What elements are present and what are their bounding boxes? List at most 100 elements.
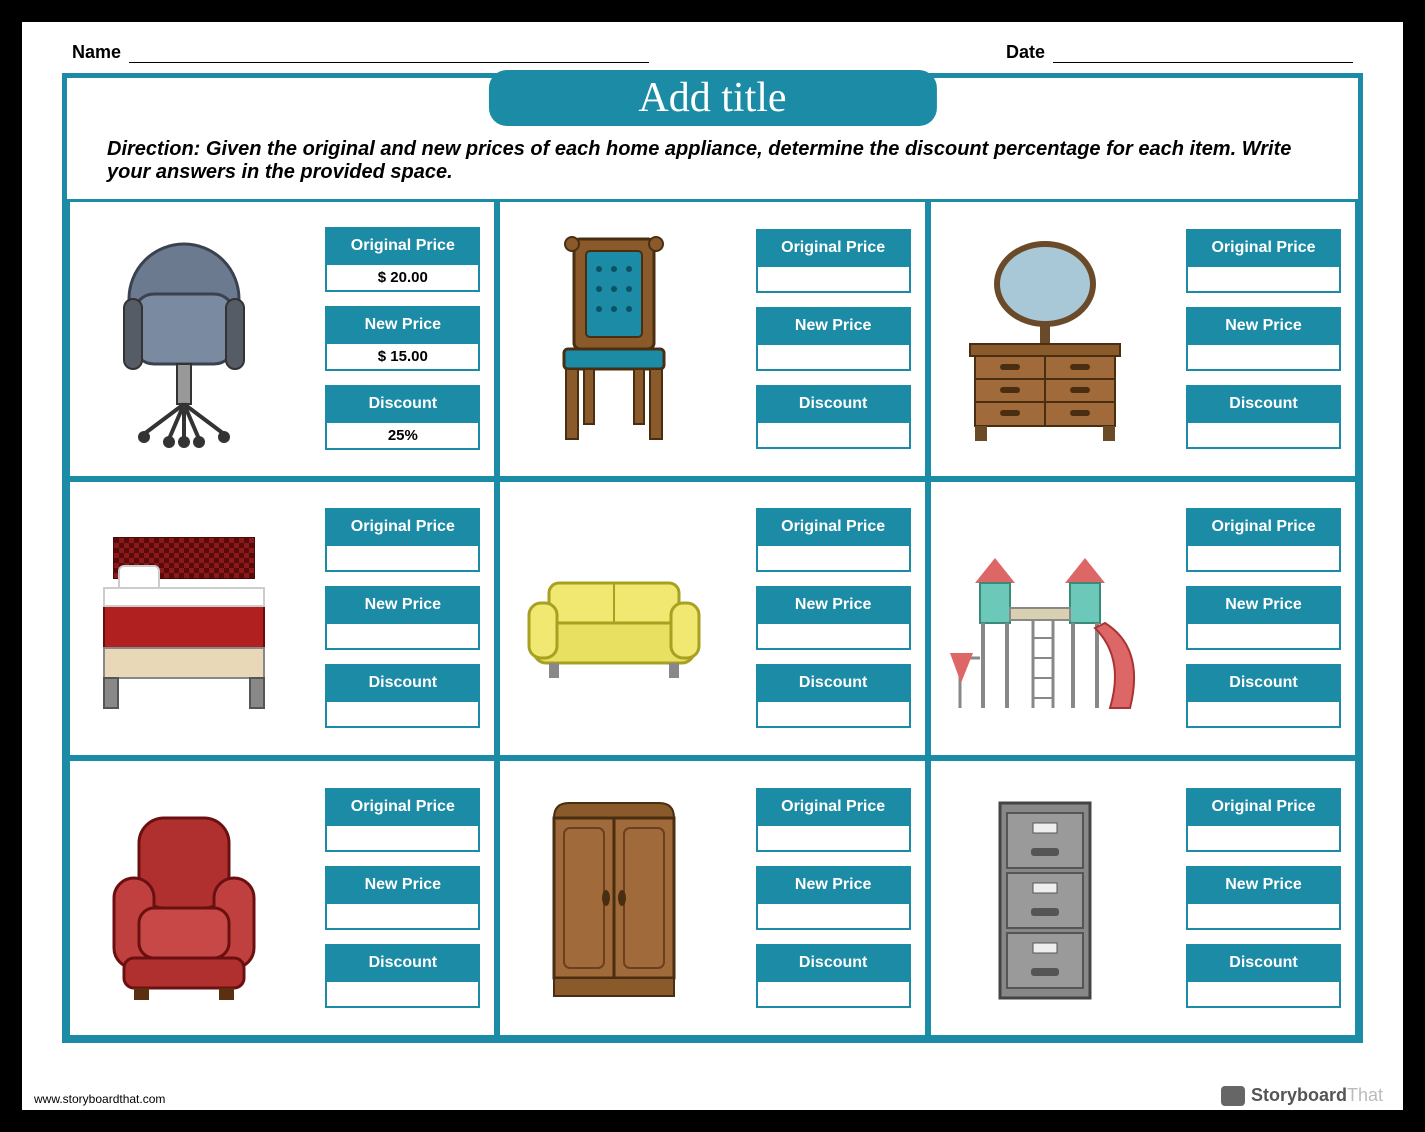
bed-icon: [84, 508, 284, 728]
original-price-label: Original Price: [756, 508, 911, 546]
original-price-value[interactable]: $ 20.00: [325, 265, 480, 292]
new-price-label: New Price: [1186, 586, 1341, 624]
wardrobe-icon: [514, 788, 714, 1008]
sofa-icon: [514, 508, 714, 728]
original-price-label: Original Price: [325, 227, 480, 265]
file-cabinet-icon: [945, 788, 1145, 1008]
item-grid: Original Price $ 20.00 New Price $ 15.00…: [67, 199, 1358, 1038]
item-cell: Original Price New Price Discount: [67, 479, 497, 759]
original-price-value[interactable]: [325, 826, 480, 852]
discount-block: Discount 25%: [325, 385, 480, 450]
price-column: Original Price New Price Discount: [1186, 508, 1341, 728]
discount-value[interactable]: [325, 702, 480, 728]
new-price-value[interactable]: [325, 904, 480, 930]
date-input-line[interactable]: [1053, 43, 1353, 63]
original-price-value[interactable]: [1186, 826, 1341, 852]
new-price-label: New Price: [325, 306, 480, 344]
new-price-value[interactable]: [1186, 345, 1341, 371]
new-price-value[interactable]: [1186, 904, 1341, 930]
new-price-label: New Price: [325, 866, 480, 904]
new-price-block: New Price $ 15.00: [325, 306, 480, 371]
new-price-value[interactable]: $ 15.00: [325, 344, 480, 371]
discount-value[interactable]: 25%: [325, 423, 480, 450]
new-price-label: New Price: [1186, 866, 1341, 904]
date-label: Date: [1006, 42, 1045, 63]
original-price-block: Original Price $ 20.00: [325, 227, 480, 292]
storyboard-logo: StoryboardThat: [1221, 1085, 1383, 1106]
discount-label: Discount: [1186, 944, 1341, 982]
new-price-label: New Price: [756, 586, 911, 624]
price-column: Original Price New Price Discount: [325, 508, 480, 728]
original-price-label: Original Price: [756, 788, 911, 826]
new-price-value[interactable]: [1186, 624, 1341, 650]
new-price-value[interactable]: [756, 345, 911, 371]
discount-label: Discount: [1186, 385, 1341, 423]
office-chair-icon: [84, 229, 284, 449]
original-price-value[interactable]: [1186, 546, 1341, 572]
new-price-label: New Price: [756, 866, 911, 904]
item-cell: Original Price New Price Discount: [67, 758, 497, 1038]
original-price-value[interactable]: [756, 267, 911, 293]
discount-value[interactable]: [1186, 702, 1341, 728]
name-input-line[interactable]: [129, 43, 649, 63]
item-cell: Original Price New Price Discount: [928, 758, 1358, 1038]
main-box: Add title Direction: Given the original …: [62, 73, 1363, 1043]
original-price-label: Original Price: [756, 229, 911, 267]
discount-label: Discount: [325, 385, 480, 423]
original-price-label: Original Price: [1186, 229, 1341, 267]
item-cell: Original Price $ 20.00 New Price $ 15.00…: [67, 199, 497, 479]
discount-value[interactable]: [756, 982, 911, 1008]
price-column: Original Price New Price Discount: [756, 788, 911, 1008]
discount-value[interactable]: [756, 702, 911, 728]
price-column: Original Price New Price Discount: [325, 788, 480, 1008]
new-price-label: New Price: [756, 307, 911, 345]
worksheet-page: Name Date Add title Direction: Given the…: [0, 0, 1425, 1132]
original-price-value[interactable]: [325, 546, 480, 572]
item-cell: Original Price New Price Discount: [497, 199, 927, 479]
discount-value[interactable]: [325, 982, 480, 1008]
price-column: Original Price New Price Discount: [1186, 229, 1341, 449]
discount-label: Discount: [325, 944, 480, 982]
discount-value[interactable]: [1186, 423, 1341, 449]
armchair-icon: [84, 788, 284, 1008]
original-price-label: Original Price: [325, 508, 480, 546]
name-field[interactable]: Name: [72, 42, 649, 63]
price-column: Original Price New Price Discount: [1186, 788, 1341, 1008]
original-price-label: Original Price: [325, 788, 480, 826]
item-cell: Original Price New Price Discount: [928, 479, 1358, 759]
item-cell: Original Price New Price Discount: [928, 199, 1358, 479]
new-price-value[interactable]: [756, 624, 911, 650]
new-price-label: New Price: [325, 586, 480, 624]
vanity-dresser-icon: [945, 229, 1145, 449]
title-pill[interactable]: Add title: [488, 70, 936, 126]
price-column: Original Price New Price Discount: [756, 508, 911, 728]
footer-url: www.storyboardthat.com: [34, 1092, 165, 1106]
discount-label: Discount: [756, 664, 911, 702]
original-price-value[interactable]: [756, 826, 911, 852]
price-column: Original Price $ 20.00 New Price $ 15.00…: [325, 227, 480, 450]
date-field[interactable]: Date: [1006, 42, 1353, 63]
speech-bubble-icon: [1221, 1086, 1245, 1106]
discount-label: Discount: [756, 944, 911, 982]
new-price-label: New Price: [1186, 307, 1341, 345]
discount-label: Discount: [325, 664, 480, 702]
original-price-label: Original Price: [1186, 788, 1341, 826]
name-label: Name: [72, 42, 121, 63]
item-cell: Original Price New Price Discount: [497, 758, 927, 1038]
price-column: Original Price New Price Discount: [756, 229, 911, 449]
original-price-value[interactable]: [756, 546, 911, 572]
playground-icon: [945, 508, 1145, 728]
header-row: Name Date: [62, 42, 1363, 63]
antique-chair-icon: [514, 229, 714, 449]
item-cell: Original Price New Price Discount: [497, 479, 927, 759]
new-price-value[interactable]: [325, 624, 480, 650]
original-price-value[interactable]: [1186, 267, 1341, 293]
original-price-label: Original Price: [1186, 508, 1341, 546]
discount-value[interactable]: [1186, 982, 1341, 1008]
discount-value[interactable]: [756, 423, 911, 449]
discount-label: Discount: [756, 385, 911, 423]
logo-text-a: Storyboard: [1251, 1085, 1347, 1105]
logo-text-b: That: [1347, 1085, 1383, 1105]
new-price-value[interactable]: [756, 904, 911, 930]
discount-label: Discount: [1186, 664, 1341, 702]
